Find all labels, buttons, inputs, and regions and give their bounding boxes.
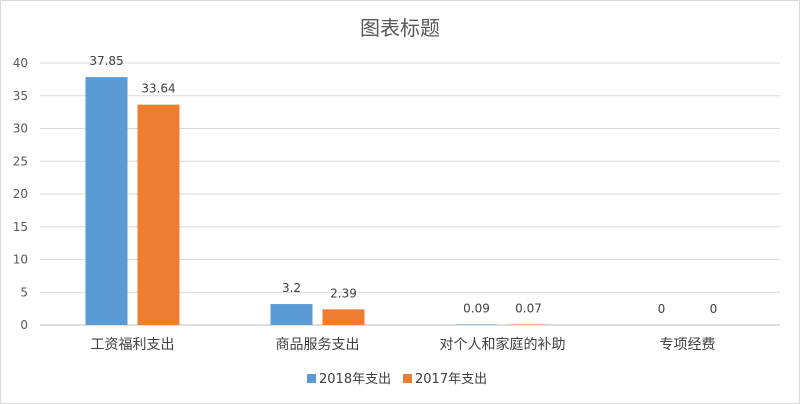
data-label: 0 — [710, 302, 718, 316]
bar — [137, 104, 180, 326]
legend-label: 2017年支出 — [415, 372, 487, 387]
data-label: 0.07 — [515, 302, 542, 316]
x-tick-label: 工资福利支出 — [91, 337, 175, 353]
chart-title: 图表标题 — [360, 16, 440, 40]
y-tick-label: 15 — [13, 220, 28, 234]
data-label: 0.09 — [463, 301, 490, 315]
legend: 2018年支出 2017年支出 — [307, 372, 487, 387]
data-label: 33.64 — [141, 82, 175, 96]
data-label: 2.39 — [330, 286, 357, 300]
legend-label: 2018年支出 — [319, 372, 391, 387]
data-label: 0 — [658, 302, 666, 316]
data-label: 37.85 — [89, 54, 123, 68]
data-label: 3.2 — [282, 281, 301, 295]
x-tick-label: 专项经费 — [660, 337, 716, 353]
bar — [455, 324, 498, 325]
x-tick-label: 对个人和家庭的补助 — [440, 336, 566, 353]
x-axis: 工资福利支出 商品服务支出 对个人和家庭的补助 专项经费 — [91, 336, 716, 353]
legend-swatch — [307, 374, 316, 383]
y-tick-label: 25 — [13, 154, 28, 168]
y-tick-label: 5 — [20, 285, 28, 299]
x-tick-label: 商品服务支出 — [276, 337, 360, 353]
bars — [85, 77, 550, 326]
y-tick-label: 35 — [13, 89, 28, 103]
y-tick-label: 20 — [13, 187, 28, 201]
y-axis: 0 5 10 15 20 25 30 35 40 — [13, 56, 28, 332]
bar — [322, 309, 365, 325]
y-tick-label: 10 — [13, 253, 28, 267]
y-tick-label: 30 — [13, 122, 28, 136]
y-tick-label: 0 — [20, 318, 28, 332]
y-tick-label: 40 — [13, 56, 28, 70]
bar — [85, 77, 128, 326]
data-labels: 37.85 33.64 3.2 2.39 0.09 0.07 0 0 — [89, 54, 717, 316]
legend-swatch — [403, 374, 412, 383]
bar — [270, 304, 313, 325]
